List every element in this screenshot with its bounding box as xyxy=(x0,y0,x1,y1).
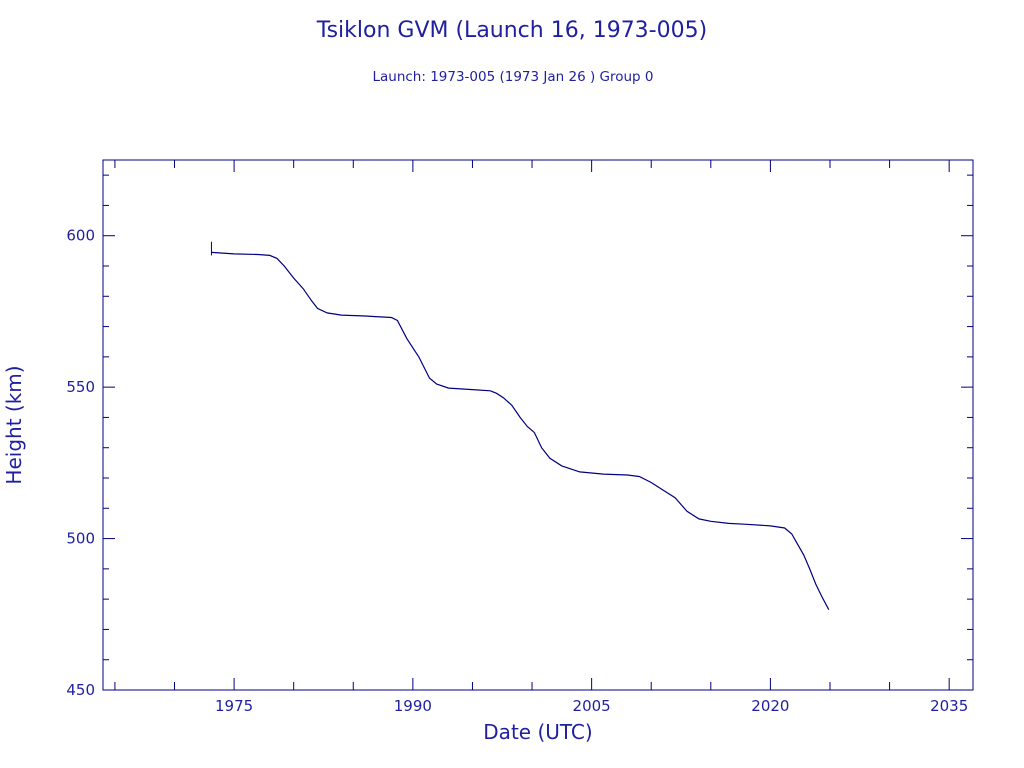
axis-tick-labels: 1975 1990 2005 2020 2035 450 500 550 600 xyxy=(66,227,968,715)
height-series-line xyxy=(211,251,830,610)
x-tick-label: 1975 xyxy=(215,697,253,715)
y-axis-label: Height (km) xyxy=(2,365,26,484)
y-tick-label: 550 xyxy=(66,378,95,396)
chart-subtitle: Launch: 1973-005 (1973 Jan 26 ) Group 0 xyxy=(372,69,653,85)
x-tick-label: 1990 xyxy=(394,697,432,715)
x-tick-label: 2035 xyxy=(930,697,968,715)
x-tick-label: 2005 xyxy=(573,697,611,715)
y-tick-label: 600 xyxy=(66,227,95,245)
axis-ticks xyxy=(103,160,973,691)
chart-title: Tsiklon GVM (Launch 16, 1973-005) xyxy=(316,18,707,43)
y-tick-label: 500 xyxy=(66,530,95,548)
plot-frame xyxy=(102,159,974,691)
x-axis-label: Date (UTC) xyxy=(483,720,592,744)
x-tick-label: 2020 xyxy=(751,697,789,715)
y-tick-label: 450 xyxy=(66,681,95,699)
